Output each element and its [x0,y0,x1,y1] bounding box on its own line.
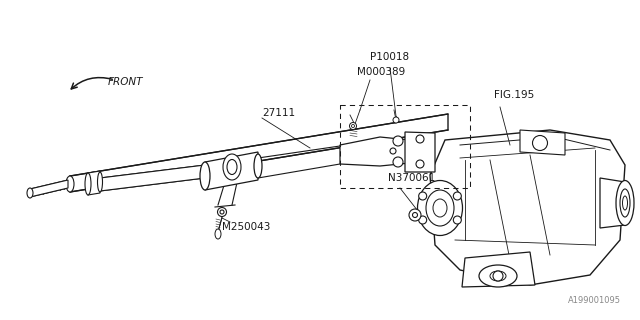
Text: P10018: P10018 [370,52,409,62]
Text: FRONT: FRONT [108,77,143,87]
Circle shape [453,192,461,200]
Text: 27111: 27111 [262,108,295,118]
Circle shape [419,192,427,200]
Polygon shape [88,171,100,195]
Ellipse shape [433,199,447,217]
Circle shape [390,148,396,154]
Ellipse shape [351,124,355,127]
Polygon shape [205,152,258,190]
Polygon shape [520,130,565,155]
Circle shape [419,216,427,224]
Circle shape [413,212,417,218]
Ellipse shape [620,189,630,217]
Ellipse shape [27,188,33,198]
Circle shape [453,216,461,224]
Circle shape [409,209,421,221]
Ellipse shape [417,180,463,236]
Text: M250043: M250043 [222,222,270,232]
Polygon shape [600,178,625,228]
Text: FIG.195: FIG.195 [494,90,534,100]
Bar [340,105,470,188]
Circle shape [393,157,403,167]
Ellipse shape [532,135,547,150]
Ellipse shape [227,159,237,174]
Polygon shape [30,180,68,197]
Circle shape [493,271,503,281]
Text: A199001095: A199001095 [568,296,621,305]
Ellipse shape [220,210,224,214]
Ellipse shape [218,207,227,217]
Ellipse shape [66,176,74,192]
Ellipse shape [426,190,454,226]
Ellipse shape [223,154,241,180]
Circle shape [393,136,403,146]
Ellipse shape [254,154,262,178]
Ellipse shape [623,196,627,210]
Ellipse shape [479,265,517,287]
Polygon shape [462,252,535,287]
Ellipse shape [490,271,506,281]
Ellipse shape [200,162,210,190]
Ellipse shape [97,172,102,192]
Circle shape [416,135,424,143]
Ellipse shape [349,123,356,130]
Polygon shape [70,114,448,192]
Polygon shape [340,137,415,166]
Ellipse shape [85,173,91,195]
Ellipse shape [215,229,221,239]
Ellipse shape [393,117,399,123]
Ellipse shape [616,180,634,226]
Polygon shape [430,130,625,285]
Text: N370061: N370061 [388,173,435,183]
Polygon shape [100,165,205,191]
Circle shape [416,160,424,168]
Text: M000389: M000389 [357,67,405,77]
Polygon shape [405,132,435,172]
